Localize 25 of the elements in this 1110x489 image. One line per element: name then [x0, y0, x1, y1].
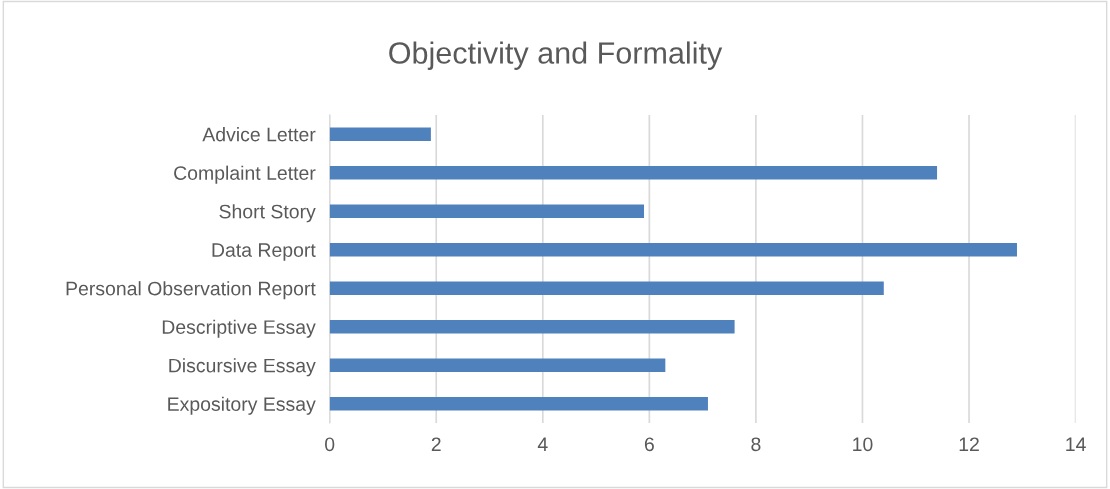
y-tick-label: Personal Observation Report	[66, 281, 316, 300]
bar	[329, 396, 708, 411]
y-tick-label: Data Report	[212, 243, 316, 261]
y-tick-label: Short Story	[219, 204, 316, 223]
bar	[329, 319, 735, 334]
x-tick-label: 10	[853, 437, 873, 452]
x-tick-label: 14	[1066, 437, 1086, 451]
x-tick-label: 2	[431, 437, 441, 451]
x-tick-label: 8	[751, 437, 761, 452]
chart-title: Objectivity and Formality	[389, 41, 723, 70]
bar	[329, 358, 666, 372]
bar	[329, 127, 431, 141]
bar	[329, 281, 884, 295]
y-tick-label: Advice Letter	[202, 127, 316, 142]
bar	[329, 165, 938, 180]
x-tick-label: 6	[644, 437, 654, 452]
x-tick-label: 0	[325, 437, 335, 452]
bar	[329, 242, 1017, 257]
x-tick-label: 4	[537, 437, 548, 451]
y-tick-label: Expository Essay	[168, 396, 316, 415]
x-tick-label: 12	[959, 437, 979, 451]
y-tick-label: Discursive Essay	[169, 358, 316, 377]
y-tick-label: Complaint Letter	[174, 165, 316, 184]
bar	[329, 204, 645, 218]
y-tick-label: Descriptive Essay	[162, 319, 316, 338]
